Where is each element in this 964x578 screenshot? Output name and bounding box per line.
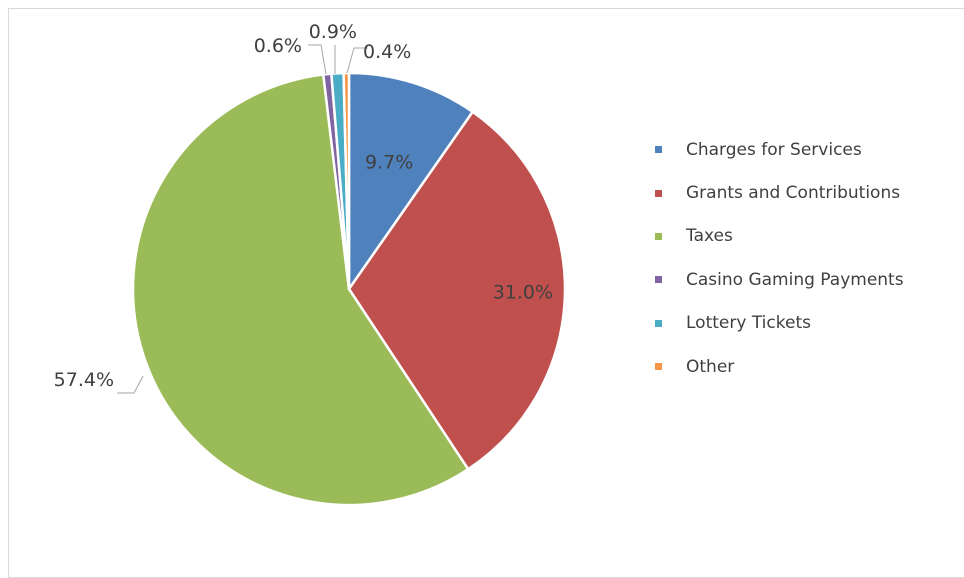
- legend-item-other: Other: [655, 345, 955, 388]
- pie-slice-taxes: [131, 73, 470, 507]
- leader-line-casino-gaming-payments: [308, 44, 327, 75]
- data-label-lottery-tickets: 0.9%: [309, 21, 357, 43]
- legend-label: Taxes: [686, 226, 733, 247]
- data-label-grants-and-contributions: 31.0%: [493, 281, 553, 303]
- data-label-charges-for-services: 9.7%: [365, 151, 413, 173]
- data-labels: 9.7% 31.0% 57.4% 0.6% 0.9% 0.4%: [54, 21, 553, 391]
- data-label-casino-gaming-payments: 0.6%: [254, 35, 302, 57]
- legend-label: Other: [686, 356, 735, 377]
- legend: Charges for Services Grants and Contribu…: [655, 128, 955, 388]
- pie-slice-charges-for-services: [347, 71, 474, 291]
- legend-label: Grants and Contributions: [686, 183, 901, 204]
- legend-swatch: [655, 319, 662, 327]
- legend-swatch: [655, 146, 662, 154]
- legend-swatch: [655, 189, 662, 197]
- legend-item-lottery-tickets: Lottery Tickets: [655, 302, 955, 345]
- legend-swatch: [655, 276, 662, 284]
- legend-item-charges-for-services: Charges for Services: [655, 128, 955, 171]
- data-label-taxes: 57.4%: [54, 369, 114, 391]
- leader-line-other: [346, 47, 368, 74]
- leader-lines: [117, 44, 368, 394]
- leader-line-taxes: [117, 375, 144, 394]
- legend-item-grants-and-contributions: Grants and Contributions: [655, 171, 955, 214]
- legend-swatch: [655, 363, 662, 371]
- pie-slice-grants-and-contributions: [347, 110, 567, 471]
- data-label-other: 0.4%: [363, 41, 411, 63]
- legend-item-taxes: Taxes: [655, 215, 955, 258]
- legend-item-casino-gaming-payments: Casino Gaming Payments: [655, 258, 955, 301]
- legend-label: Lottery Tickets: [686, 313, 811, 334]
- legend-label: Charges for Services: [686, 139, 862, 160]
- legend-swatch: [655, 232, 662, 240]
- pie-slice-other: [342, 71, 351, 291]
- legend-label: Casino Gaming Payments: [686, 269, 904, 290]
- pie-slices: [131, 71, 567, 507]
